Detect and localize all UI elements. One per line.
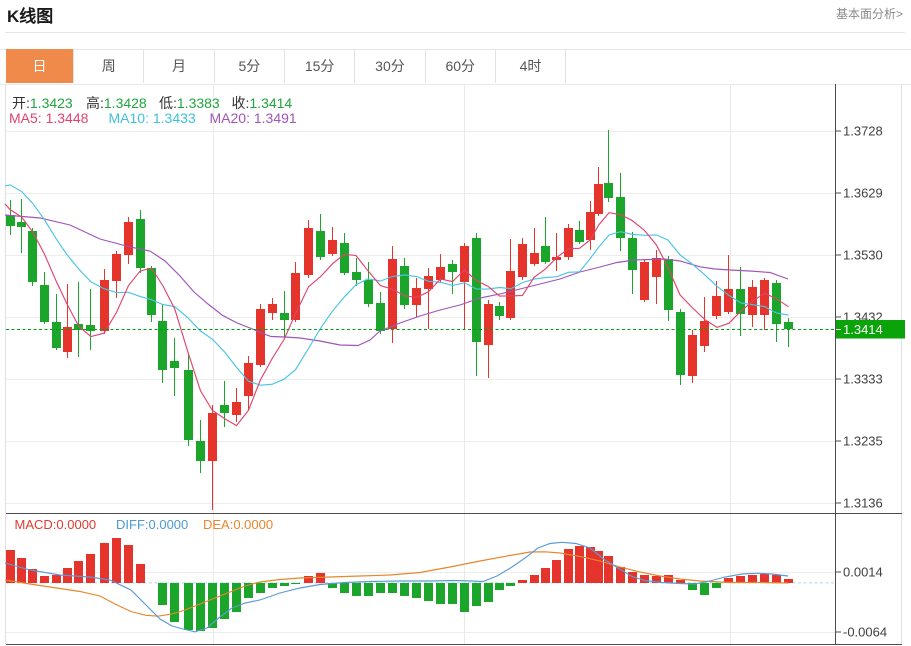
svg-text:1.3235: 1.3235	[843, 434, 883, 449]
svg-text:1.3629: 1.3629	[843, 186, 883, 201]
svg-text:1.3136: 1.3136	[843, 496, 883, 511]
svg-text:1.3530: 1.3530	[843, 248, 883, 263]
svg-text:1.3333: 1.3333	[843, 372, 883, 387]
svg-text:-0.0064: -0.0064	[843, 625, 887, 640]
svg-text:1.3414: 1.3414	[843, 322, 883, 337]
svg-text:0.0014: 0.0014	[843, 565, 883, 580]
svg-text:1.3728: 1.3728	[843, 124, 883, 139]
